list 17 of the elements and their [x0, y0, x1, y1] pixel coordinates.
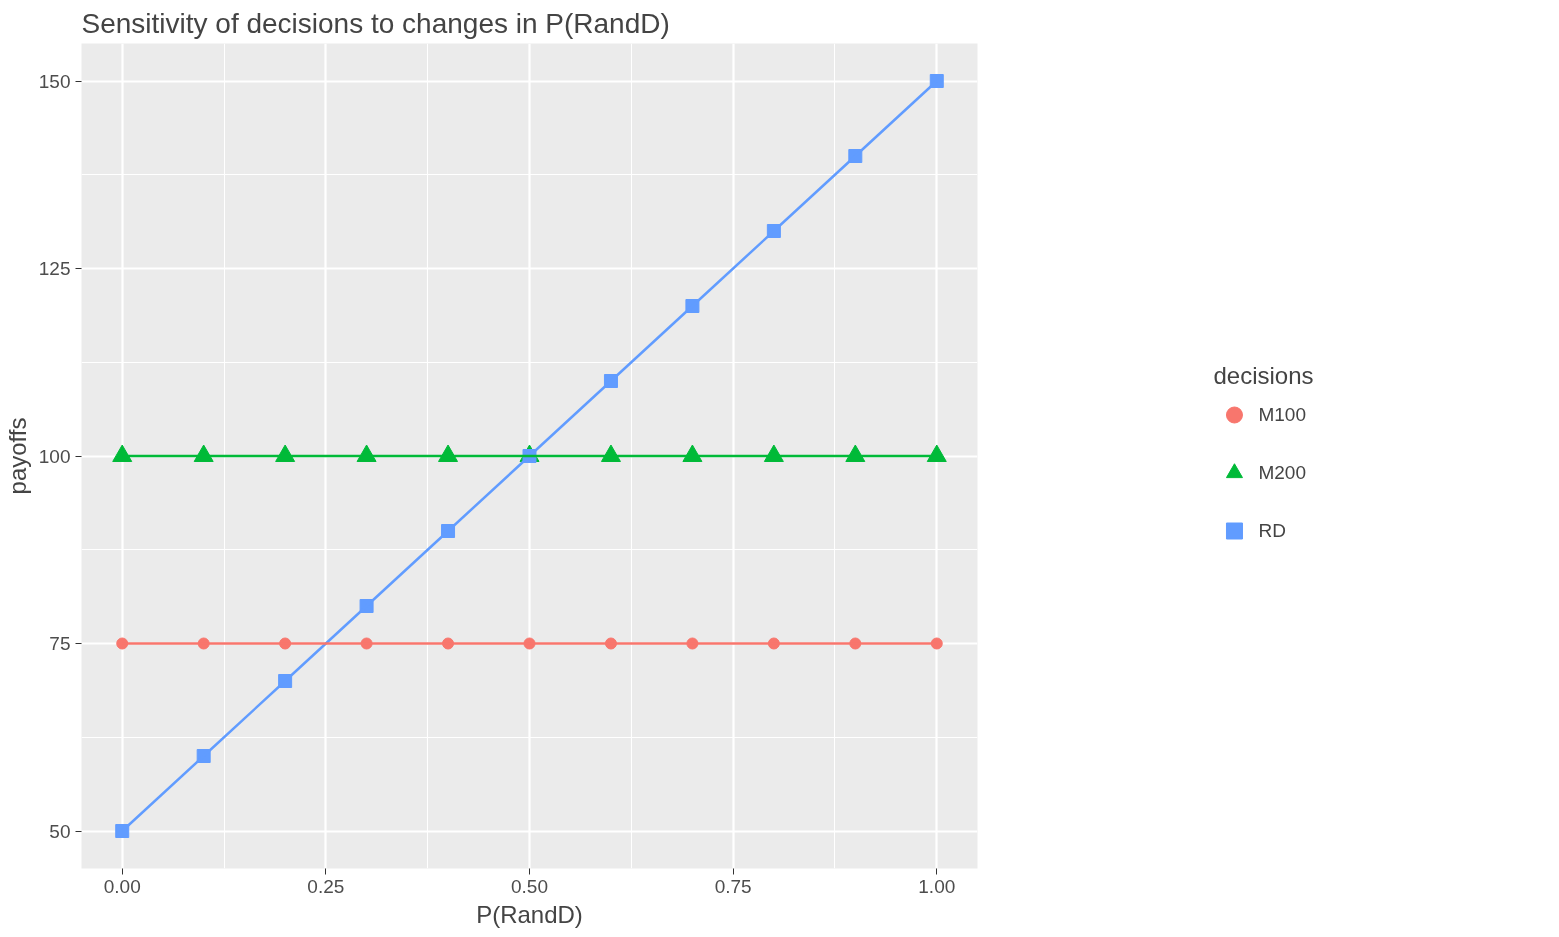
- y-tick-label: 150: [38, 70, 71, 92]
- y-tick-label: 50: [49, 820, 71, 842]
- y-tick-label: 75: [49, 633, 71, 654]
- y-tick-label: 125: [38, 258, 71, 279]
- chart-title: Sensitivity of decisions to changes in P(RandD): [81, 7, 670, 39]
- legend-label: RD: [1258, 518, 1286, 542]
- x-tick-label: 0.50: [511, 875, 548, 897]
- legend-label: M200: [1258, 460, 1306, 484]
- x-tick-label: 0.75: [714, 875, 752, 897]
- x-tick-label: 1.00: [918, 875, 956, 897]
- y-axis-title: payoffs: [3, 417, 31, 495]
- x-axis-title: P(RandD): [476, 900, 583, 928]
- x-tick-label: 0.00: [103, 875, 141, 897]
- legend-title: decisions: [1213, 361, 1314, 389]
- x-tick-label: 0.25: [307, 875, 345, 897]
- y-tick-label: 100: [38, 445, 71, 467]
- legend-label: M100: [1258, 402, 1306, 426]
